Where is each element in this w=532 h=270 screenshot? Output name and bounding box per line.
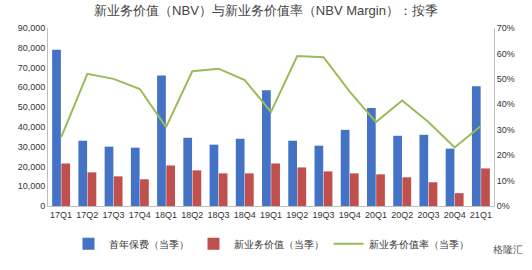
svg-text:17Q4: 17Q4 (129, 210, 151, 220)
svg-text:70%: 70% (497, 23, 515, 33)
svg-text:50,000: 50,000 (18, 102, 46, 112)
svg-text:19Q2: 19Q2 (286, 210, 308, 220)
svg-text:30,000: 30,000 (18, 142, 46, 152)
svg-text:18Q1: 18Q1 (155, 210, 177, 220)
svg-text:17Q3: 17Q3 (103, 210, 125, 220)
svg-text:50%: 50% (497, 74, 515, 84)
svg-text:18Q4: 18Q4 (234, 210, 256, 220)
svg-text:80,000: 80,000 (18, 43, 46, 53)
svg-text:21Q1: 21Q1 (470, 210, 492, 220)
svg-text:18Q3: 18Q3 (208, 210, 230, 220)
svg-text:0%: 0% (497, 201, 510, 211)
svg-text:新业务价值（当季）: 新业务价值（当季） (234, 239, 324, 250)
svg-text:20Q4: 20Q4 (444, 210, 466, 220)
svg-text:20,000: 20,000 (18, 162, 46, 172)
svg-text:30%: 30% (497, 125, 515, 135)
svg-text:40,000: 40,000 (18, 122, 46, 132)
svg-text:17Q2: 17Q2 (76, 210, 98, 220)
svg-text:60%: 60% (497, 49, 515, 59)
svg-text:40%: 40% (497, 99, 515, 109)
svg-text:20Q2: 20Q2 (391, 210, 413, 220)
svg-text:19Q1: 19Q1 (260, 210, 282, 220)
svg-text:19Q3: 19Q3 (312, 210, 334, 220)
svg-text:70,000: 70,000 (18, 63, 46, 73)
svg-text:10,000: 10,000 (18, 181, 46, 191)
svg-text:0: 0 (40, 201, 45, 211)
svg-text:格隆汇: 格隆汇 (492, 244, 523, 255)
svg-text:18Q2: 18Q2 (181, 210, 203, 220)
svg-text:20Q1: 20Q1 (365, 210, 387, 220)
svg-text:首年保费（当季）: 首年保费（当季） (109, 239, 189, 250)
svg-text:新业务价值（NBV）与新业务价值率（NBV Margin）：: 新业务价值（NBV）与新业务价值率（NBV Margin）：按季 (94, 3, 438, 18)
svg-text:新业务价值率（当季）: 新业务价值率（当季） (369, 239, 469, 250)
svg-text:19Q4: 19Q4 (339, 210, 361, 220)
svg-text:20%: 20% (497, 150, 515, 160)
svg-text:10%: 10% (497, 176, 515, 186)
svg-text:60,000: 60,000 (18, 82, 46, 92)
svg-text:90,000: 90,000 (18, 23, 46, 33)
svg-text:17Q1: 17Q1 (50, 210, 72, 220)
svg-text:20Q3: 20Q3 (417, 210, 439, 220)
